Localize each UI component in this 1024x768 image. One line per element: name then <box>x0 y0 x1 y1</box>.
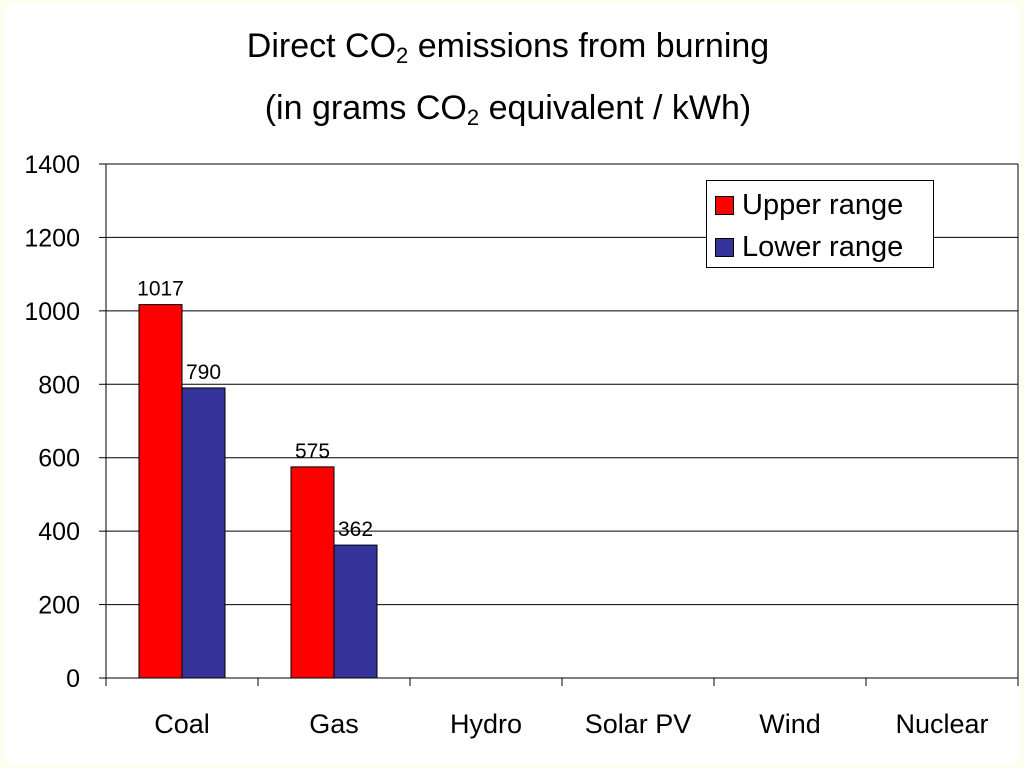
y-tick-label-200: 200 <box>38 592 80 620</box>
x-tick-label-solar-pv: Solar PV <box>585 709 692 739</box>
legend-item-lower-range: Lower range <box>715 229 903 265</box>
chart-legend: Upper range Lower range <box>706 180 934 268</box>
x-tick-label-nuclear: Nuclear <box>895 709 988 739</box>
chart-title-line-1: Direct CO2 emissions from burning <box>246 27 770 68</box>
data-label-coal-upper-range: 1017 <box>137 278 184 301</box>
legend-item-upper-range: Upper range <box>715 187 903 223</box>
x-tick-label-gas: Gas <box>309 709 359 739</box>
legend-label-lower: Lower range <box>742 230 904 263</box>
x-tick-label-coal: Coal <box>154 709 210 739</box>
data-label-gas-upper-range: 575 <box>295 440 330 463</box>
bar-coal-lower-range <box>181 387 226 679</box>
bar-gas-upper-range <box>290 466 335 679</box>
bar-coal-upper-range <box>138 304 183 679</box>
y-tick-label-0: 0 <box>66 665 80 693</box>
y-tick-label-1200: 1200 <box>24 224 80 252</box>
chart-title-line-2: (in grams CO2 equivalent / kWh) <box>264 89 752 130</box>
y-tick-label-400: 400 <box>38 518 80 546</box>
x-tick-label-hydro: Hydro <box>450 709 522 739</box>
data-label-coal-lower-range: 790 <box>186 361 221 384</box>
legend-label-upper: Upper range <box>742 188 904 221</box>
y-tick-label-1400: 1400 <box>24 151 80 179</box>
data-label-gas-lower-range: 362 <box>338 518 373 541</box>
legend-swatch-upper <box>715 195 734 215</box>
y-tick-label-600: 600 <box>38 445 80 473</box>
legend-swatch-lower <box>715 237 734 257</box>
bar-gas-lower-range <box>333 544 378 679</box>
y-tick-label-800: 800 <box>38 371 80 399</box>
x-tick-label-wind: Wind <box>759 709 821 739</box>
y-tick-label-1000: 1000 <box>24 298 80 326</box>
